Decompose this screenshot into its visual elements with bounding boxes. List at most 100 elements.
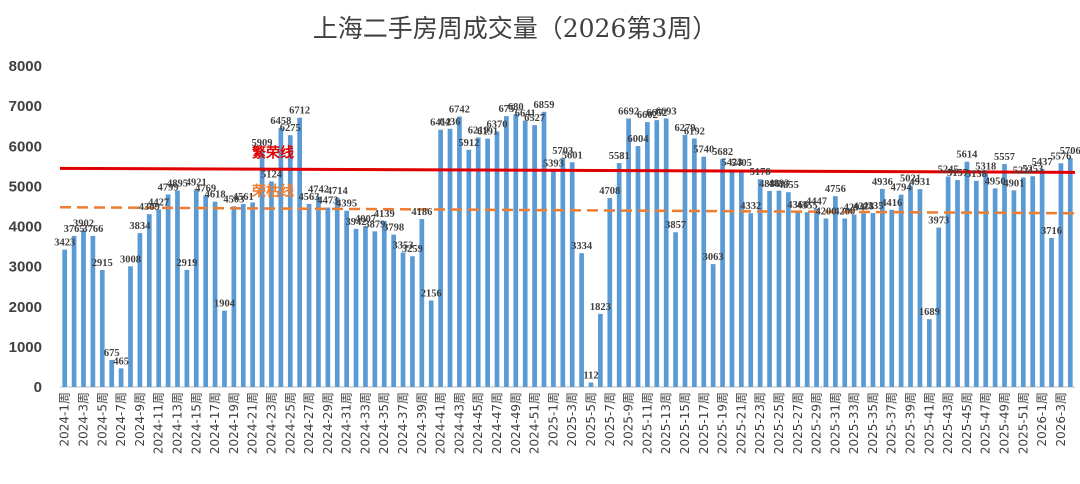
bar — [522, 120, 528, 387]
y-tick-label: 0 — [34, 379, 42, 396]
x-tick-label: 2025-9周 — [622, 392, 636, 447]
data-label: 5423 — [721, 157, 742, 168]
bar — [748, 213, 754, 387]
data-label: 5740 — [693, 145, 714, 156]
bar — [851, 214, 857, 387]
bar — [692, 138, 697, 387]
bar — [917, 189, 923, 387]
data-label: 4893 — [768, 179, 789, 190]
bar — [1049, 237, 1054, 387]
y-tick-label: 6000 — [9, 138, 42, 155]
bar — [457, 116, 462, 387]
bar — [739, 170, 744, 387]
prosperity-line — [59, 166, 1076, 174]
x-tick-label: 2024-33周 — [358, 392, 372, 454]
data-label: 6527 — [524, 113, 545, 124]
bar — [616, 163, 622, 387]
data-label: 4473 — [317, 196, 338, 207]
bar — [99, 270, 105, 387]
data-label: 4416 — [881, 198, 902, 209]
data-label: 5614 — [956, 150, 978, 161]
data-label: 5909 — [252, 138, 273, 149]
data-label: 4742 — [308, 185, 329, 196]
y-tick-label: 2000 — [9, 299, 42, 316]
data-label: 4335 — [862, 201, 883, 212]
x-tick-label: 2025-29周 — [810, 392, 824, 454]
bar — [250, 202, 256, 387]
data-label: 4332 — [740, 201, 761, 212]
bar — [804, 212, 810, 387]
x-tick-label: 2025-1周 — [546, 392, 560, 447]
bar — [475, 137, 481, 387]
bar — [926, 319, 932, 387]
x-tick-label: 2025-31周 — [828, 392, 842, 454]
bar — [1058, 163, 1064, 387]
bar — [400, 252, 406, 387]
bar — [410, 256, 415, 387]
bar — [973, 180, 979, 387]
x-tick-label: 2024-45周 — [471, 392, 485, 454]
data-label: 5581 — [609, 151, 630, 162]
data-label: 4708 — [599, 186, 620, 197]
data-label: 5557 — [994, 152, 1015, 163]
x-tick-label: 2024-47周 — [490, 392, 504, 454]
bar — [278, 127, 284, 388]
data-label: 3008 — [120, 254, 141, 265]
x-tick-label: 2026-3周 — [1054, 392, 1068, 447]
y-tick-label: 5000 — [9, 178, 42, 195]
data-label: 6712 — [289, 106, 310, 117]
data-label: 4447 — [806, 197, 827, 208]
bar — [870, 213, 876, 387]
bar — [297, 117, 302, 388]
x-tick-label: 2024-23周 — [264, 392, 278, 454]
x-tick-label: 2025-45周 — [960, 392, 974, 454]
data-label: 3353 — [393, 240, 414, 251]
x-tick-label: 2024-17周 — [208, 392, 222, 454]
bar — [786, 192, 791, 387]
data-label: 5393 — [543, 159, 564, 170]
data-label: 3973 — [928, 216, 949, 227]
bar — [137, 233, 143, 387]
data-label: 4714 — [327, 186, 349, 197]
data-label: 3259 — [402, 244, 423, 255]
bar — [673, 232, 678, 387]
bar — [62, 249, 68, 387]
data-label: 4007 — [355, 214, 376, 225]
x-tick-label: 2025-23周 — [753, 392, 767, 454]
x-tick-label: 2025-7周 — [603, 392, 617, 447]
data-label: 4618 — [205, 190, 226, 201]
x-tick-label: 2024-19周 — [227, 392, 241, 454]
bar — [607, 198, 613, 387]
data-label: 3834 — [129, 221, 151, 232]
bar — [485, 138, 490, 387]
x-tick-label: 2024-5周 — [95, 392, 109, 447]
x-tick-label: 2024-41周 — [434, 392, 448, 454]
bar — [955, 180, 960, 387]
data-label: 4366 — [787, 200, 808, 211]
data-label: 675 — [104, 348, 120, 359]
x-tick-label: 2025-25周 — [772, 392, 786, 454]
x-tick-label: 2024-31周 — [340, 392, 354, 454]
bar — [175, 190, 180, 387]
x-tick-label: 2024-7周 — [114, 392, 128, 447]
bar — [635, 146, 641, 387]
bar — [146, 214, 152, 387]
bar — [889, 209, 895, 387]
data-label: 3063 — [703, 252, 724, 263]
bar — [128, 266, 133, 387]
data-label: 6602 — [637, 110, 658, 121]
data-label: 5703 — [552, 146, 573, 157]
data-label: 4563 — [299, 192, 320, 203]
data-label: 5318 — [975, 162, 996, 173]
data-label: 6279 — [674, 123, 695, 134]
bar — [504, 116, 509, 387]
x-tick-label: 2025-21周 — [734, 392, 748, 454]
x-tick-label: 2024-43周 — [452, 392, 466, 454]
bar — [645, 122, 650, 387]
data-label: 4931 — [909, 177, 930, 188]
x-tick-label: 2024-39周 — [415, 392, 429, 454]
bar — [447, 128, 453, 387]
bar — [569, 162, 575, 387]
x-tick-label: 2025-17周 — [697, 392, 711, 454]
